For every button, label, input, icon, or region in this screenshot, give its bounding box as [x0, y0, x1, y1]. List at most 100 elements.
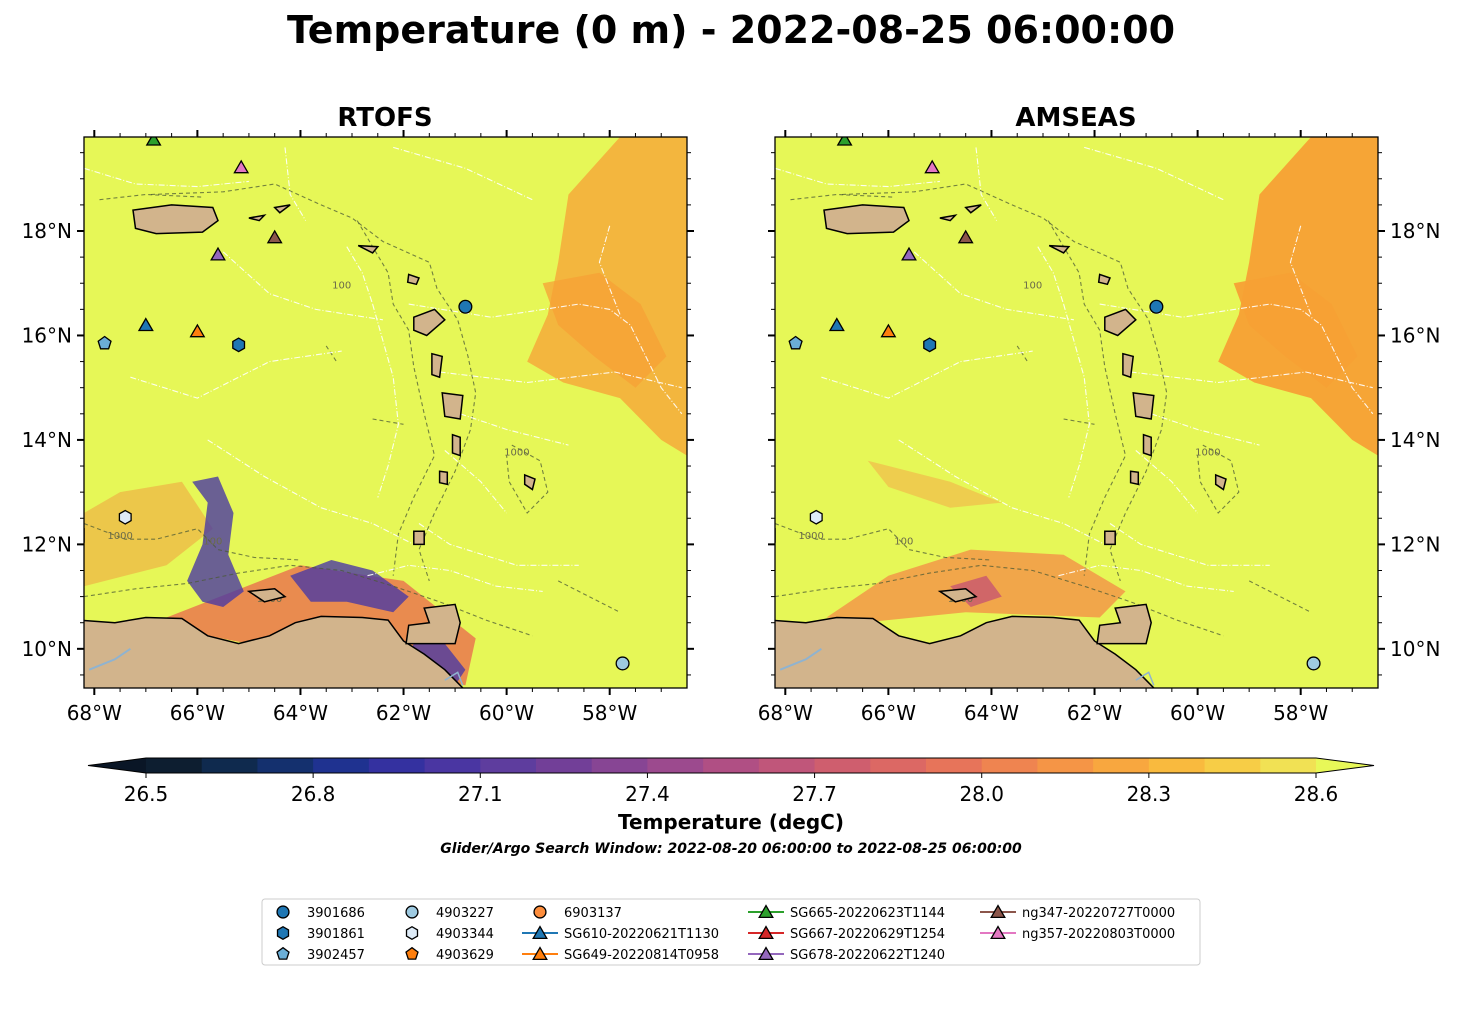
- contour-label: 1000: [798, 531, 823, 542]
- eez-boundary: [1130, 371, 1373, 389]
- bathymetry-contour: [557, 580, 621, 613]
- platform-marker: [458, 299, 473, 314]
- contour-label: 1000: [1195, 448, 1220, 459]
- platform-marker: [1149, 299, 1164, 314]
- lon-tick-label: 60°W: [1170, 701, 1225, 725]
- legend-label: 3902457: [307, 948, 365, 963]
- platform-marker: [836, 137, 853, 146]
- legend-item: 6903137: [533, 905, 622, 921]
- legend-marker: [758, 904, 774, 919]
- colorbar-segment: [870, 758, 927, 773]
- legend-label: SG667-20220629T1254: [790, 927, 945, 942]
- colorbar-tick-label: 28.0: [959, 782, 1004, 806]
- colorbar-tick-label: 28.6: [1294, 782, 1339, 806]
- legend-label: SG665-20220623T1144: [790, 906, 945, 921]
- island: [451, 433, 461, 457]
- legend-label: SG649-20220814T0958: [564, 948, 719, 963]
- island: [132, 204, 219, 235]
- colorbar-segment: [536, 758, 593, 773]
- bathymetry-contour: [99, 193, 203, 201]
- bathymetry-contour: [1197, 444, 1240, 514]
- contour-label: 1000: [107, 531, 132, 542]
- island: [441, 392, 464, 420]
- bathymetry-contour: [506, 444, 549, 514]
- lat-tick-label: 18°N: [22, 219, 72, 243]
- contour-label: 1000: [504, 448, 529, 459]
- island: [1214, 473, 1227, 491]
- legend-item: SG678-20220622T1240: [748, 946, 945, 963]
- bathymetry-contour: [1047, 220, 1127, 576]
- eez-boundary: [372, 303, 399, 498]
- colorbar-segment: [368, 758, 426, 773]
- colorbar-segment: [647, 758, 704, 773]
- lon-tick-label: 58°W: [582, 701, 637, 725]
- legend-marker: [758, 946, 774, 961]
- legend-marker: [532, 946, 548, 961]
- colorbar-segment: [703, 758, 760, 773]
- island: [1104, 530, 1116, 546]
- eez-boundary: [408, 303, 683, 415]
- colorbar-tick-label: 26.8: [291, 782, 336, 806]
- platform-markers: [97, 137, 630, 671]
- map-panel-rtofs: RTOFS 100100010010001000 68°W66°W64°W62°…: [22, 103, 694, 725]
- island: [84, 527, 85, 543]
- lon-tick-label: 66°W: [170, 701, 225, 725]
- platform-marker: [233, 159, 250, 174]
- bathymetry-contour: [325, 345, 337, 362]
- panel-title: RTOFS: [337, 103, 432, 133]
- axis-ticks: 68°W 66°W 64°W 62°W 60°W 58°W 10°N 12°N 14°N 16°N…: [22, 130, 694, 725]
- platform-marker: [957, 229, 974, 244]
- island: [273, 204, 291, 214]
- legend-label: SG610-20220621T1130: [564, 927, 719, 942]
- legend: 3901686 3901861 3902457 4903227 4903344 49036…: [261, 898, 1201, 966]
- island: [1104, 308, 1137, 337]
- platform-marker: [145, 137, 162, 146]
- island: [431, 352, 444, 379]
- river: [1135, 671, 1155, 686]
- eez-boundaries: [775, 146, 1374, 592]
- eez-boundary: [393, 146, 533, 201]
- platform-marker: [615, 656, 630, 671]
- island: [406, 273, 420, 286]
- land: [775, 204, 1227, 688]
- colorbar-segment: [146, 758, 203, 773]
- bathymetry-contour: [841, 183, 1168, 582]
- eez-boundary: [775, 167, 940, 188]
- lat-tick-label: 16°N: [22, 323, 72, 347]
- bathymetry-contour: [1063, 418, 1095, 425]
- eez-boundary: [1058, 564, 1234, 592]
- legend-item: SG665-20220623T1144: [748, 904, 945, 921]
- island: [937, 588, 978, 603]
- legend-marker: [990, 925, 1006, 940]
- eez-boundary: [598, 225, 621, 315]
- island: [413, 308, 446, 337]
- island: [357, 244, 380, 254]
- colorbar-segment: [1037, 758, 1094, 773]
- colorbar-segment: [257, 758, 314, 773]
- colorbar-tick-label: 27.1: [458, 782, 503, 806]
- platform-marker: [901, 246, 917, 261]
- legend-label: 4903629: [436, 948, 494, 963]
- eez-boundary: [444, 449, 508, 514]
- platform-marker: [97, 335, 112, 350]
- platform-marker: [880, 323, 897, 338]
- contour-label: 100: [203, 536, 222, 547]
- eez-boundary: [821, 350, 1033, 399]
- platform-markers: [788, 137, 1321, 671]
- legend-item: SG667-20220629T1254: [748, 925, 945, 942]
- colorbar-segment: [201, 758, 259, 773]
- warm-region: [867, 460, 1002, 508]
- island: [1142, 433, 1152, 457]
- colorbar-segment: [926, 758, 983, 773]
- legend-marker: [758, 925, 774, 940]
- eez-boundaries: [84, 146, 683, 592]
- axis-ticks: 68°W 66°W 64°W 62°W 60°W 58°W 10°N 12°N 14°N 16°N…: [758, 130, 1440, 725]
- legend-box: [261, 898, 1201, 966]
- island: [1096, 603, 1152, 645]
- platform-marker: [232, 337, 246, 353]
- legend-item: 3901686: [276, 905, 365, 921]
- legend-item: 4903344: [405, 925, 494, 942]
- colorbar-tick-label: 27.7: [792, 782, 837, 806]
- bathymetry-contour: [84, 564, 533, 637]
- map-panel-amseas: AMSEAS 100100010010001000 68°W66°W64°W62…: [758, 103, 1441, 725]
